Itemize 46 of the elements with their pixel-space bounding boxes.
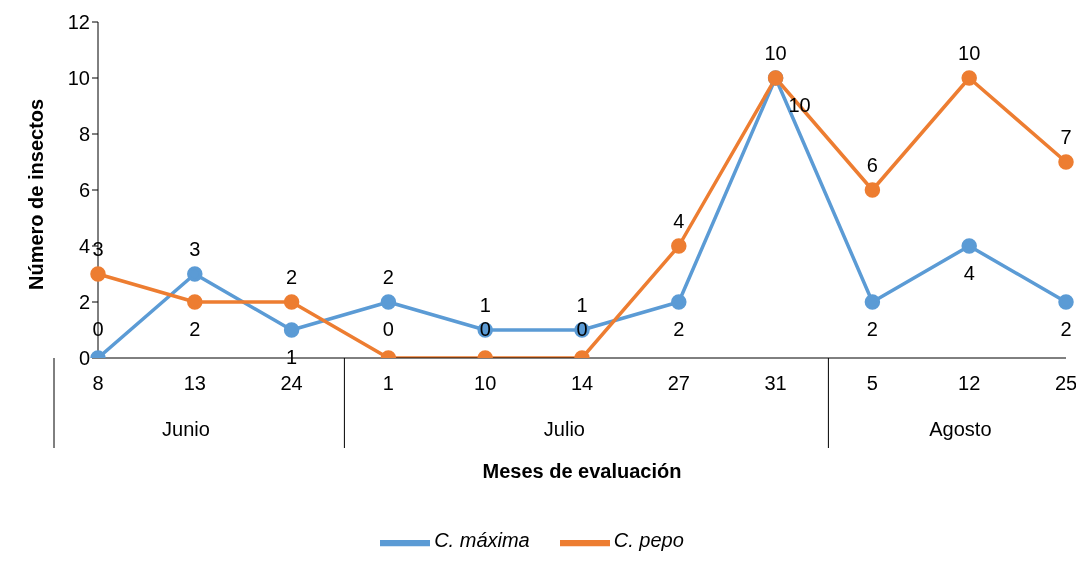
- data-label: 2: [189, 318, 201, 340]
- data-label: 4: [963, 262, 975, 284]
- x-tick-label: 24: [280, 372, 303, 394]
- data-label: 7: [1060, 126, 1072, 148]
- x-tick-label: 27: [667, 372, 690, 394]
- y-tick-label: 2: [78, 291, 90, 314]
- x-tick-label: 1: [382, 372, 394, 394]
- x-axis-title: Meses de evaluación: [482, 460, 682, 482]
- text: Julio: [543, 418, 585, 440]
- text: Agosto: [929, 418, 992, 440]
- y-axis-title: Número de insectos: [25, 98, 48, 290]
- y-tick-label: 0: [78, 347, 90, 370]
- x-tick-label: 10: [474, 372, 497, 394]
- legend-label: C. máxima: [434, 529, 530, 552]
- data-label: 3: [189, 238, 201, 260]
- y-tick-label: 10: [67, 67, 90, 90]
- legend-label: C. pepo: [613, 529, 684, 552]
- data-label: 3: [92, 238, 104, 260]
- data-label: 0: [382, 318, 394, 340]
- data-label: 2: [1060, 318, 1072, 340]
- data-label: 6: [866, 154, 878, 176]
- data-label: 2: [382, 266, 394, 288]
- data-label: 1: [576, 294, 588, 316]
- y-tick-label: 8: [78, 123, 90, 146]
- data-label: 1: [286, 346, 298, 368]
- data-label: 2: [866, 318, 878, 340]
- data-label: 1: [479, 294, 491, 316]
- data-label: 4: [673, 210, 685, 232]
- x-tick-label: 5: [866, 372, 878, 394]
- x-tick-label: 8: [92, 372, 104, 394]
- data-label: 0: [576, 318, 588, 340]
- x-tick-label: 31: [764, 372, 787, 394]
- data-label: 10: [764, 42, 787, 64]
- data-label: 2: [673, 318, 685, 340]
- data-label: 2: [286, 266, 298, 288]
- x-tick-label: 14: [570, 372, 594, 394]
- data-label: 10: [958, 42, 981, 64]
- y-tick-label: 6: [78, 179, 90, 202]
- x-tick-label: 25: [1054, 372, 1078, 394]
- x-tick-label: 12: [958, 372, 981, 394]
- x-tick-label: 13: [183, 372, 206, 394]
- y-tick-label: 4: [78, 235, 90, 258]
- y-tick-label: 12: [67, 11, 90, 34]
- data-label: 0: [92, 318, 104, 340]
- text: Junio: [162, 418, 210, 440]
- data-label: 0: [479, 318, 491, 340]
